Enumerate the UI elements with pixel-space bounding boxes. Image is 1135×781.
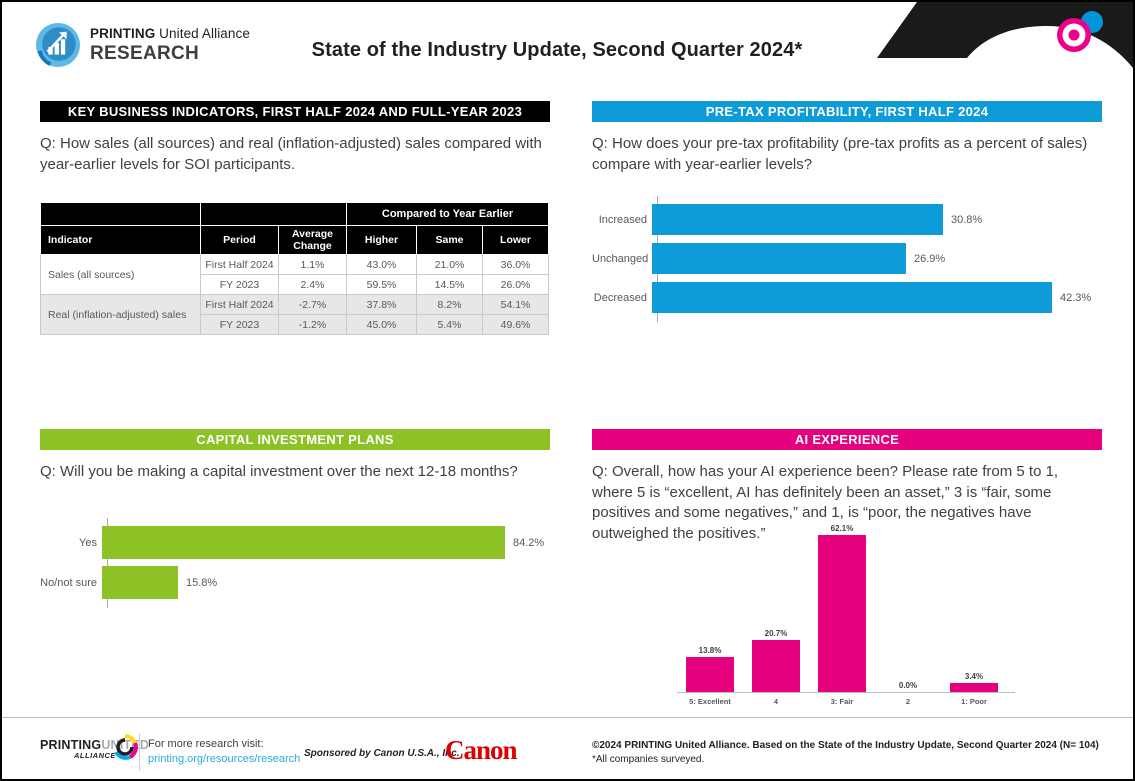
canon-logo: Canon [445,735,518,765]
ai-axis-line [677,692,1015,693]
table-column-header-row: Indicator Period Average Change Higher S… [40,225,549,255]
panel-pretax-profitability: PRE-TAX PROFITABILITY, FIRST HALF 2024 Q… [592,101,1102,322]
bar-row: Unchanged 26.9% [592,243,1091,274]
visit-label: For more research visit: [148,738,264,750]
footer-copyright: ©2024 PRINTING United Alliance. Based on… [592,739,1122,767]
question-ai: Q: Overall, how has your AI experience b… [592,463,1059,543]
col-period: Period [200,225,279,255]
bar-category-label: 4 [773,697,779,706]
bar-value-label: 62.1% [830,524,854,533]
ai-bar-chart: 13.8% 20.7% 62.1% 0.0% 3.4% [677,520,1007,692]
bar-column: 20.7% [743,629,809,692]
capital-bar-chart: Yes 84.2% No/not sure 15.8% [40,526,544,606]
bar-row: Increased 30.8% [592,204,1091,235]
col-higher: Higher [346,225,417,255]
table-row: Sales (all sources) First Half 2024 1.1%… [40,254,549,295]
col-lower: Lower [482,225,549,255]
ai-axis-ticks: 5: Excellent 4 3: Fair 2 1: Poor [677,697,1007,706]
bar [686,657,734,692]
copyright-line: ©2024 PRINTING United Alliance. Based on… [592,740,1099,751]
footer-logo-printing: PRINTING [40,738,102,752]
brand-name: PRINTING United Alliance [90,26,250,42]
bar-column: 0.0% [875,681,941,692]
pretax-bar-chart: Increased 30.8% Unchanged 26.9% Decreased 42.… [592,204,1091,321]
bar [950,683,998,692]
footer-logo-alliance: ALLIANCE [74,751,116,760]
bar-column: 13.8% [677,646,743,692]
indicator-cell: Real (inflation-adjusted) sales [40,294,201,335]
footer-vertical-divider [139,733,140,771]
panel-key-business-indicators: KEY BUSINESS INDICATORS, FIRST HALF 2024… [40,101,550,335]
panel-title-key-indicators: KEY BUSINESS INDICATORS, FIRST HALF 2024… [40,101,550,122]
table-group-header-row: Compared to Year Earlier [40,202,549,226]
bar [102,566,178,599]
bar-category-label: 1: Poor [961,697,987,706]
corner-decoration [877,2,1133,68]
printing-united-alliance-logo: PRINTINGUNITED ALLIANCE [40,734,149,772]
bar-value-label: 42.3% [1060,291,1092,304]
bar-category-label: 3: Fair [830,697,854,706]
bar-category-label: Decreased [593,291,647,304]
bar-row: No/not sure 15.8% [40,566,544,599]
panel-ai-experience: AI EXPERIENCE Q: Overall, how has your A… [592,429,1102,706]
table-row: FY 2023 -1.2% 45.0% 5.4% 49.6% [41,314,549,335]
bar-column: 3.4% [941,672,1007,692]
bar-category-label: Increased [598,213,647,226]
table-row: Real (inflation-adjusted) sales First Ha… [40,294,549,335]
bar-value-label: 3.4% [964,672,984,681]
panel-title-pretax: PRE-TAX PROFITABILITY, FIRST HALF 2024 [592,101,1102,122]
bar-value-label: 20.7% [764,629,788,638]
col-same: Same [416,225,483,255]
bar [652,282,1052,313]
bar-category-label: Unchanged [592,252,649,265]
bar [652,204,943,235]
research-logo: PRINTING United Alliance RESEARCH [35,22,250,68]
brand-research: RESEARCH [90,42,200,64]
bar [102,526,505,559]
bar-value-label: 15.8% [186,576,218,589]
bar-category-label: 5: Excellent [689,697,731,706]
panel-title-ai: AI EXPERIENCE [592,429,1102,450]
bar-category-label: No/not sure [40,576,97,589]
panel-capital-investment: CAPITAL INVESTMENT PLANS Q: Will you be … [40,429,550,608]
bar-value-label: 13.8% [698,646,722,655]
col-average-change: Average Change [278,225,347,255]
bar-column: 62.1% [809,524,875,692]
bar-category-label: 2 [905,697,911,706]
page-title: State of the Industry Update, Second Qua… [311,39,803,61]
bar-category-label: Yes [79,536,97,549]
cmyk-swirl-icon [114,734,138,760]
research-link[interactable]: printing.org/resources/research [148,753,301,765]
key-indicators-table: Compared to Year Earlier Indicator Perio… [40,202,549,335]
question-pretax: Q: How does your pre-tax profitability (… [592,135,1088,173]
bar-row: Yes 84.2% [40,526,544,559]
bar-value-label: 84.2% [513,536,545,549]
bar-value-label: 0.0% [898,681,918,690]
capital-axis-line [107,518,108,608]
bar-value-label: 26.9% [914,252,946,265]
group-header-cell: Compared to Year Earlier [346,202,549,226]
col-indicator: Indicator [40,225,201,255]
bar [752,640,800,692]
footer-visit-block: For more research visit: printing.org/re… [148,737,300,767]
bar [818,535,866,692]
bar [652,243,906,274]
research-logo-icon [35,22,81,68]
bar-value-label: 30.8% [951,213,983,226]
question-capital: Q: Will you be making a capital investme… [40,463,518,480]
panel-title-capital: CAPITAL INVESTMENT PLANS [40,429,550,450]
question-key-indicators: Q: How sales (all sources) and real (inf… [40,135,542,173]
survey-note: *All companies surveyed. [592,754,705,765]
sponsor-text: Sponsored by Canon U.S.A., Inc. [304,748,460,759]
indicator-cell: Sales (all sources) [40,254,201,295]
bar-row: Decreased 42.3% [592,282,1091,313]
footer-divider [2,717,1133,718]
